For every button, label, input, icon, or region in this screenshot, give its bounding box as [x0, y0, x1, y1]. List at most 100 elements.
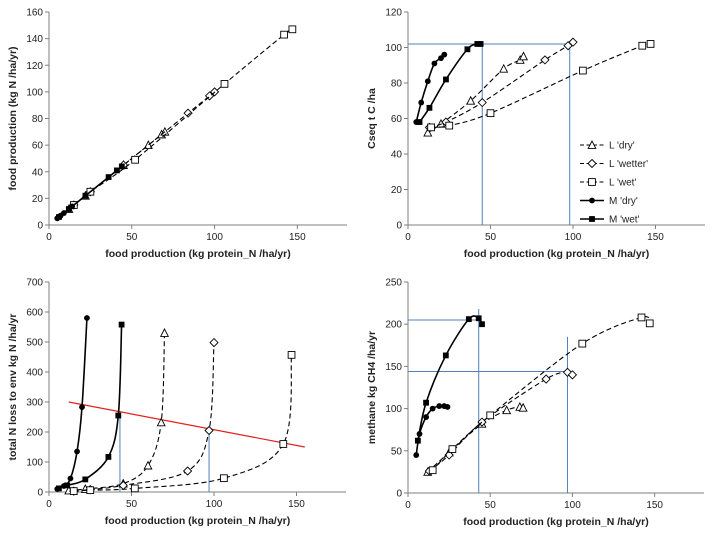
data-point: [424, 78, 431, 85]
data-point: [426, 104, 433, 111]
y-tick-label: 40: [32, 167, 44, 178]
data-point: [65, 206, 72, 212]
data-point: [131, 155, 139, 164]
data-point: [477, 97, 487, 108]
panel-bottom-left: 0 100 200 300 400 500 600 700 0 50 100 150 food prod…: [7, 278, 346, 527]
series-l-wet: [69, 351, 296, 495]
data-point: [637, 313, 646, 322]
y-tick-label: 250: [385, 278, 402, 289]
legend-marker: [587, 140, 597, 149]
data-point: [82, 476, 89, 483]
x-tick-label: 100: [206, 499, 223, 510]
data-point: [84, 315, 90, 321]
data-point: [428, 466, 437, 475]
data-point: [568, 37, 578, 47]
y-tick-label: 600: [26, 308, 43, 319]
series-m-wet: [414, 315, 485, 444]
series-m-wet: [416, 41, 484, 125]
series-line: [432, 316, 651, 471]
y-axis-label: total N loss to env kg N /ha/yr: [7, 313, 19, 460]
data-point: [115, 412, 122, 419]
series-line: [68, 332, 166, 492]
data-point: [443, 76, 449, 83]
data-point: [105, 454, 112, 460]
data-point: [86, 486, 95, 495]
series-l-wet: [428, 313, 654, 475]
y-tick-label: 50: [391, 446, 403, 457]
series-m-dry: [413, 51, 448, 125]
legend-item-m-wet: M 'wet': [580, 215, 640, 226]
data-point: [413, 452, 420, 458]
data-point: [486, 411, 495, 420]
y-tick-label: 200: [385, 320, 402, 331]
data-point: [475, 315, 482, 322]
data-point: [502, 405, 512, 415]
data-point: [638, 41, 647, 50]
data-point: [182, 466, 193, 476]
legend-marker: [589, 216, 595, 222]
data-point: [56, 485, 62, 492]
y-tick-label: 150: [385, 362, 402, 373]
data-point: [442, 352, 449, 359]
trend-line: [68, 401, 305, 448]
y-axis-label: methane kg CH4 /ha/yr: [366, 331, 378, 444]
y-tick-label: 80: [391, 79, 403, 90]
y-tick-label: 120: [26, 61, 43, 72]
data-point: [541, 374, 551, 384]
series-line: [417, 315, 483, 441]
series-m-dry: [54, 315, 90, 492]
y-tick-label: 0: [396, 221, 402, 232]
data-point: [159, 328, 170, 337]
legend-marker: [587, 158, 597, 169]
y-tick-label: 0: [396, 489, 402, 500]
data-point: [465, 316, 472, 323]
x-tick-label: 150: [646, 500, 663, 511]
x-tick-label: 50: [126, 499, 138, 510]
x-tick-label: 0: [46, 499, 52, 510]
data-point: [578, 339, 587, 348]
y-tick-label: 100: [26, 458, 43, 469]
data-point: [280, 30, 288, 39]
data-point: [69, 487, 78, 495]
x-axis-label: food production (kg protein_N /ha/yr): [463, 516, 649, 528]
data-point: [436, 403, 443, 409]
y-tick-label: 100: [385, 404, 402, 415]
y-tick-label: 80: [32, 114, 44, 125]
x-axis-label: food production (kg protein_N /ha/yr): [105, 515, 291, 527]
y-tick-label: 60: [391, 114, 403, 125]
data-point: [156, 417, 166, 427]
legend-marker: [589, 197, 595, 204]
data-point: [118, 321, 125, 328]
data-point: [427, 123, 435, 132]
legend-label: M 'wet': [609, 215, 640, 226]
y-tick-label: 40: [391, 150, 403, 161]
legend-item-l-wetter: L 'wetter': [580, 158, 648, 170]
data-point: [220, 80, 229, 88]
y-axis-label: Cseq t C /ha: [366, 88, 378, 149]
data-point: [79, 404, 85, 410]
x-tick-label: 0: [46, 232, 52, 243]
data-point: [423, 399, 429, 406]
y-tick-label: 160: [26, 8, 43, 19]
series-l-dry: [423, 401, 528, 476]
x-tick-label: 50: [126, 232, 138, 243]
data-point: [567, 370, 578, 380]
y-tick-label: 100: [26, 87, 43, 98]
series-m-wet: [56, 163, 125, 220]
data-point: [414, 437, 421, 444]
data-point: [429, 405, 436, 412]
data-point: [143, 460, 153, 470]
legend-label: L 'dry': [609, 141, 635, 152]
data-point: [67, 475, 74, 482]
series-line: [73, 354, 293, 492]
data-point: [209, 337, 219, 348]
x-tick-label: 150: [647, 232, 664, 243]
data-point: [64, 482, 71, 489]
x-tick-label: 100: [206, 232, 223, 243]
data-point: [418, 99, 425, 106]
y-tick-label: 400: [26, 368, 43, 379]
x-tick-label: 0: [405, 500, 411, 511]
series-line: [415, 405, 448, 456]
data-point: [474, 41, 481, 47]
series-l-wetter: [424, 37, 578, 133]
